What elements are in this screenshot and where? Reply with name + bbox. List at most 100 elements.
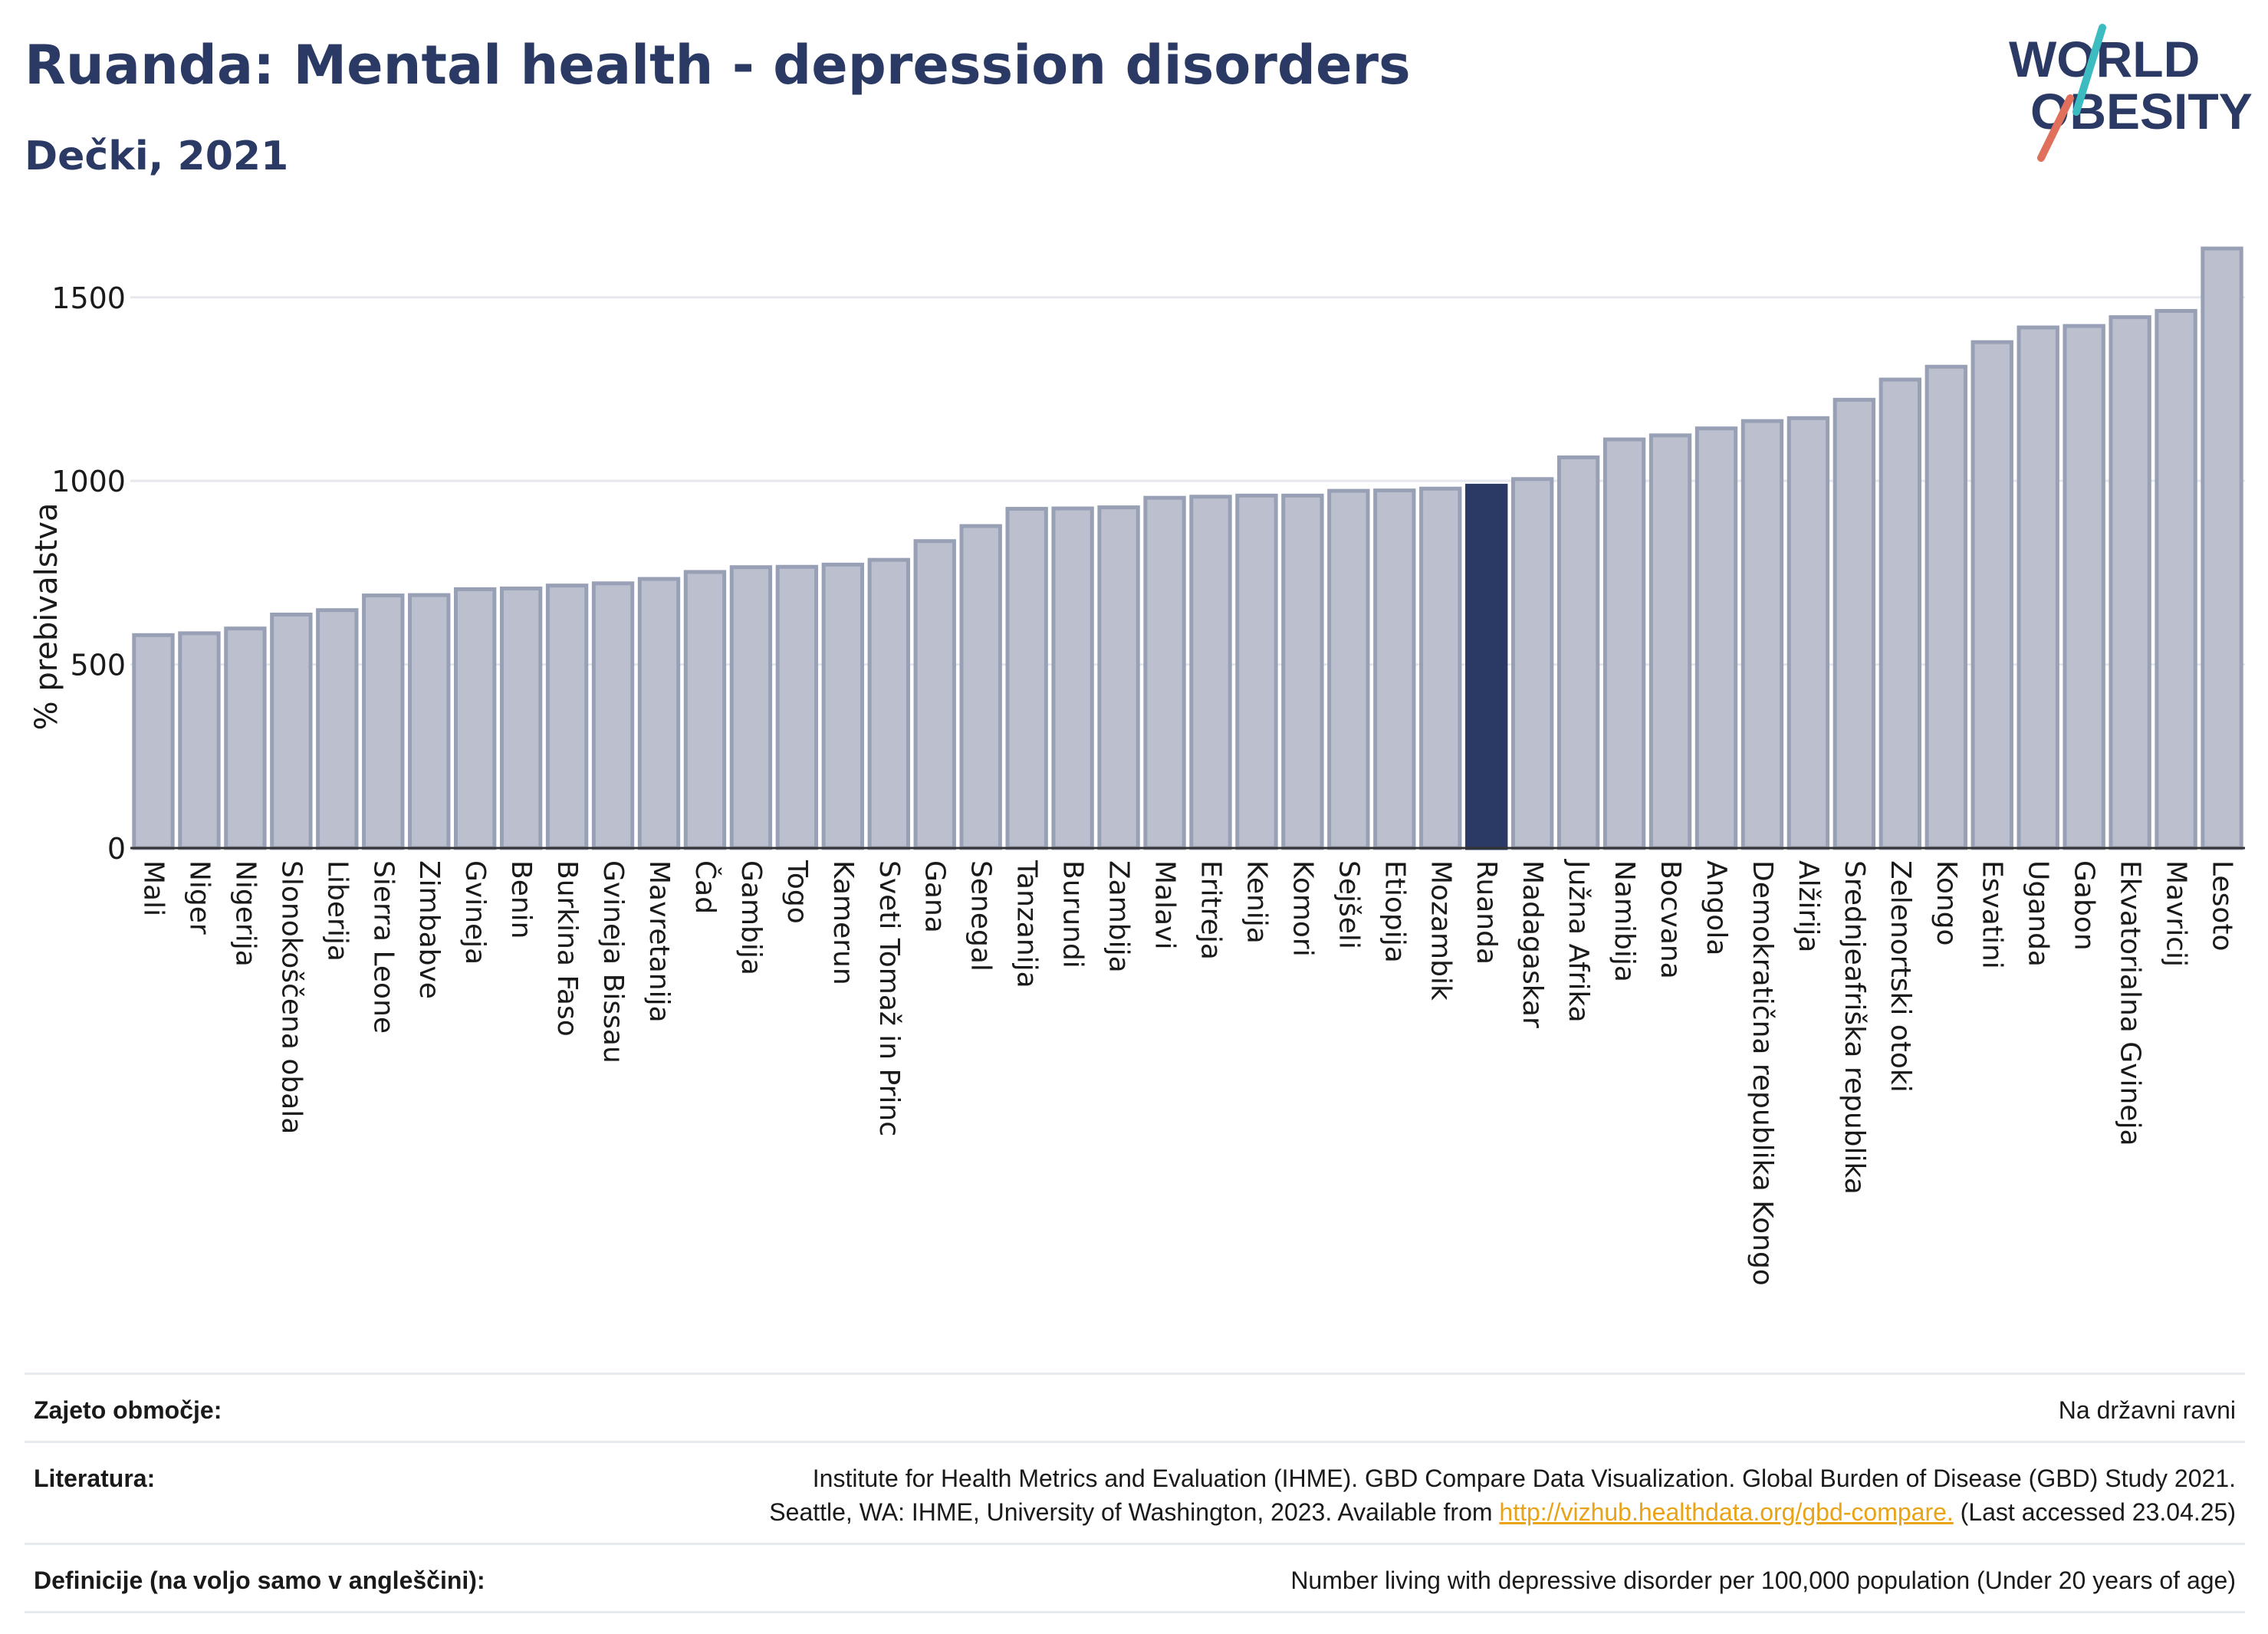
- chart-subtitle: Dečki, 2021: [25, 133, 289, 179]
- references-label: Literatura:: [34, 1465, 156, 1492]
- references-link[interactable]: http://vizhub.healthdata.org/gbd-compare…: [1499, 1498, 1954, 1526]
- x-tick-label: Zimbabve: [413, 860, 445, 999]
- bar-madagaskar[interactable]: [1510, 477, 1554, 850]
- x-tick-label: Kamerun: [827, 860, 859, 985]
- bar-angola[interactable]: [1694, 426, 1738, 850]
- bar-malavi[interactable]: [1143, 495, 1186, 850]
- bar-zambija[interactable]: [1097, 505, 1140, 850]
- bar-sierra-leone[interactable]: [362, 593, 405, 850]
- bar-sveti-tomaž-in-princ[interactable]: [867, 557, 910, 850]
- x-tick-label: Mavricij: [2161, 860, 2192, 967]
- metadata-table: Zajeto območje: Na državni ravni Literat…: [25, 1373, 2245, 1613]
- x-tick-label: Gambija: [735, 860, 767, 975]
- bar-zimbabve[interactable]: [408, 593, 451, 850]
- bar-gabon[interactable]: [2063, 324, 2105, 850]
- bar-etiopija[interactable]: [1373, 488, 1416, 850]
- x-tick-label: Namibija: [1609, 860, 1640, 982]
- x-tick-label: Južna Afrika: [1563, 859, 1594, 1023]
- x-tick-label: Gvineja: [459, 860, 491, 965]
- x-tick-label: Zambija: [1103, 860, 1135, 973]
- x-tick-label: Srednjeafriška republika: [1839, 860, 1870, 1195]
- bar-čad[interactable]: [683, 570, 727, 850]
- x-tick-label: Benin: [505, 860, 537, 939]
- bar-demokratična-republika-kongo[interactable]: [1740, 419, 1784, 850]
- x-tick-label: Niger: [183, 860, 215, 935]
- x-tick-label: Gabon: [2069, 860, 2100, 951]
- x-tick-label: Burkina Faso: [551, 860, 583, 1037]
- x-tick-label: Gvineja Bissau: [597, 860, 629, 1064]
- x-tick-label: Ruanda: [1471, 860, 1502, 965]
- bar-nigerija[interactable]: [224, 626, 267, 850]
- bar-srednjeafriška-republika[interactable]: [1832, 397, 1876, 850]
- bar-togo[interactable]: [775, 564, 819, 850]
- bar-gvineja[interactable]: [453, 587, 497, 850]
- bar-lesoto[interactable]: [2201, 246, 2243, 850]
- bar-mavretanija[interactable]: [637, 577, 681, 850]
- bar-niger[interactable]: [178, 631, 221, 850]
- logo-text-world: WORLD: [2009, 31, 2200, 87]
- bar-burundi[interactable]: [1051, 506, 1094, 850]
- bar-ekvatorialna-gvineja[interactable]: [2109, 315, 2151, 850]
- x-tick-label: Mali: [137, 860, 169, 916]
- definitions-label: Definicije (na voljo samo v angleščini):: [34, 1567, 485, 1594]
- x-tick-label: Mozambik: [1425, 860, 1456, 1001]
- coverage-value: Na državni ravni: [2058, 1396, 2236, 1424]
- bar-gambija[interactable]: [729, 565, 773, 850]
- bar-slonokoščena-obala[interactable]: [270, 612, 313, 850]
- bar-alžirija[interactable]: [1786, 416, 1830, 850]
- y-tick-label: 500: [70, 649, 126, 682]
- bar-esvatini[interactable]: [1971, 340, 2013, 850]
- x-tick-label: Zelenortski otoki: [1885, 860, 1916, 1093]
- bar-komori[interactable]: [1281, 493, 1324, 850]
- x-tick-label: Eritreja: [1195, 860, 1226, 960]
- logo-slash-teal: [2072, 24, 2106, 116]
- bar-tanzanija[interactable]: [1005, 507, 1048, 850]
- references-line2-prefix: Seattle, WA: IHME, University of Washing…: [769, 1498, 1500, 1526]
- bar-sejšeli[interactable]: [1327, 488, 1370, 850]
- bar-uganda[interactable]: [2017, 325, 2059, 850]
- chart-title: Ruanda: Mental health - depression disor…: [25, 34, 1411, 97]
- bar-benin[interactable]: [499, 586, 543, 850]
- bar-senegal[interactable]: [959, 524, 1002, 850]
- y-tick-label: 0: [107, 832, 126, 866]
- bar-gvineja-bissau[interactable]: [591, 581, 635, 850]
- bar-kongo[interactable]: [1925, 364, 1967, 850]
- x-tick-label: Burundi: [1057, 860, 1089, 968]
- x-tick-label: Sejšeli: [1333, 860, 1364, 949]
- references-value: Institute for Health Metrics and Evaluat…: [769, 1461, 2236, 1529]
- x-tick-label: Tanzanija: [1011, 860, 1043, 988]
- x-tick-label: Slonokoščena obala: [275, 860, 307, 1134]
- x-tick-label: Demokratična republika Kongo: [1747, 860, 1778, 1286]
- x-tick-label: Kenija: [1241, 860, 1272, 944]
- y-tick-label: 1000: [51, 465, 126, 498]
- bar-bocvana[interactable]: [1648, 433, 1692, 850]
- x-tick-label: Togo: [781, 860, 813, 924]
- x-tick-label: Čad: [689, 860, 721, 914]
- bar-mozambik[interactable]: [1419, 486, 1462, 850]
- bar-burkina-faso[interactable]: [545, 584, 589, 850]
- y-axis-ticks: 0 500 1000 1500: [51, 281, 126, 866]
- meta-row-definitions: Definicije (na voljo samo v angleščini):…: [25, 1543, 2245, 1613]
- bar-južna-afrika[interactable]: [1556, 455, 1600, 850]
- meta-row-references: Literatura: Institute for Health Metrics…: [25, 1441, 2245, 1543]
- references-line2-suffix: (Last accessed 23.04.25): [1953, 1498, 2236, 1526]
- bar-zelenortski-otoki[interactable]: [1878, 377, 1922, 850]
- x-tick-label: Esvatini: [1977, 860, 2008, 969]
- bar-mavricij[interactable]: [2155, 308, 2197, 850]
- x-axis-ticks: Mali Niger Nigerija Slonokoščena obala Liber…: [137, 859, 2237, 1286]
- bar-namibija[interactable]: [1602, 437, 1646, 850]
- bar-ruanda[interactable]: [1465, 483, 1508, 850]
- y-tick-label: 1500: [51, 281, 126, 315]
- x-tick-label: Senegal: [965, 860, 997, 972]
- bar-gana[interactable]: [913, 539, 956, 850]
- world-obesity-logo: WORLD OBESITY: [2009, 24, 2253, 162]
- definitions-value: Number living with depressive disorder p…: [1290, 1567, 2236, 1594]
- bar-liberija[interactable]: [316, 608, 359, 850]
- y-axis-title: % prebivalstva: [29, 503, 64, 731]
- bar-kamerun[interactable]: [821, 562, 865, 850]
- bar-kenija[interactable]: [1235, 493, 1278, 850]
- x-tick-label: Gana: [919, 860, 951, 933]
- bar-eritreja[interactable]: [1189, 495, 1232, 850]
- bar-mali[interactable]: [132, 633, 175, 850]
- x-tick-label: Uganda: [2023, 860, 2054, 967]
